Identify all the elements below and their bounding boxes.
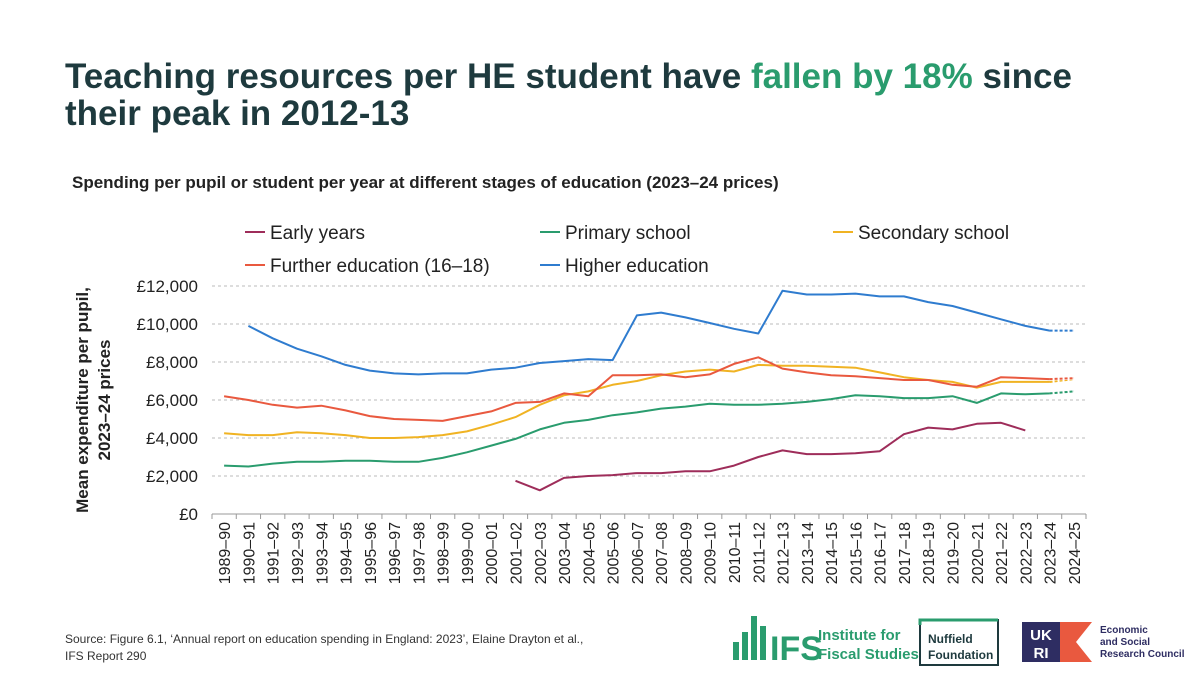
series-line	[223, 356, 1074, 422]
footer: Source: Figure 6.1, ‘Annual report on ed…	[65, 616, 1185, 668]
projection-line	[1049, 377, 1074, 381]
x-tick-label: 1998–99	[436, 522, 453, 584]
x-tick-label: 2012–13	[776, 522, 793, 584]
y-axis-title-line: 2023–24 prices	[95, 340, 114, 461]
logo-block	[1022, 622, 1060, 662]
x-tick-label: 2006–07	[630, 522, 647, 584]
ifs-mark: IFS	[770, 630, 823, 668]
x-tick-label: 2011–12	[751, 522, 768, 583]
x-tick-label: 1999–00	[460, 522, 477, 584]
x-tick-label: 2015–16	[848, 522, 865, 584]
legend-label: Further education (16–18)	[270, 256, 490, 277]
ifs-name: Institute for	[818, 627, 901, 644]
slide-title: their peak in 2012-13	[65, 94, 409, 133]
x-tick-label: 2021–22	[994, 522, 1011, 584]
legend-label: Early years	[270, 223, 365, 244]
slide-title: Teaching resources per HE student have f…	[65, 57, 1072, 96]
y-tick-label: £10,000	[137, 315, 198, 334]
x-tick-label: 2016–17	[873, 522, 890, 584]
x-tick-label: 2020–21	[970, 522, 987, 584]
x-tick-label: 2022–23	[1018, 522, 1035, 584]
title-text: since	[973, 57, 1072, 96]
y-tick-label: £6,000	[146, 391, 198, 410]
logo-bar	[760, 626, 766, 660]
ifs-name: Fiscal Studies	[818, 646, 919, 663]
logo-bar	[742, 632, 748, 660]
y-axis-title-line: Mean expenditure per pupil,	[73, 287, 92, 513]
x-tick-label: 2005–06	[606, 522, 623, 584]
x-tick-label: 2023–24	[1043, 522, 1060, 584]
ukri-logo: UK RI Economic and Social Research Counc…	[1022, 622, 1185, 662]
title-highlight: fallen by 18%	[751, 57, 973, 96]
title-text: Teaching resources per HE student have	[65, 57, 751, 96]
x-tick-label: 2014–15	[824, 522, 841, 584]
y-axis-title: Mean expenditure per pupil, 2023–24 pric…	[73, 287, 114, 513]
series-line	[224, 390, 1074, 468]
y-tick-label: £12,000	[137, 277, 198, 296]
x-tick-label: 2018–19	[921, 522, 938, 584]
y-tick-label: £2,000	[146, 467, 198, 486]
legend-label: Secondary school	[858, 223, 1009, 244]
x-tick-label: 2004–05	[581, 522, 598, 584]
x-tick-label: 2007–08	[654, 522, 671, 584]
x-tick-label: 1995–96	[363, 522, 380, 584]
nuffield-logo: Nuffield Foundation	[918, 618, 999, 666]
x-tick-label: 1989–90	[217, 522, 234, 584]
x-tick-label: 2000–01	[484, 522, 501, 584]
esrc-name: Economic	[1100, 625, 1148, 636]
esrc-name: Research Council	[1100, 649, 1185, 660]
y-tick-label: £8,000	[146, 353, 198, 372]
legend-label: Primary school	[565, 223, 691, 244]
plot: £0 £2,000 £4,000 £6,000 £8,000 £10,000 £12,000…	[137, 223, 1087, 584]
logo-bar	[751, 616, 757, 660]
series-line	[247, 289, 1074, 376]
x-tick-label: 1990–91	[241, 522, 258, 584]
logo-block	[1060, 622, 1092, 662]
logo-accent	[918, 618, 998, 625]
x-tick-label: 1991–92	[266, 522, 283, 584]
x-tick-label: 2013–14	[800, 522, 817, 584]
ifs-logo: IFS Institute for Fiscal Studies	[733, 616, 919, 668]
x-tick-label: 1996–97	[387, 522, 404, 584]
y-tick-label: £0	[179, 505, 198, 524]
x-tick-label: 1997–98	[411, 522, 428, 584]
series-line	[515, 421, 1026, 492]
x-tick-label: 2008–09	[678, 522, 695, 584]
ukri-mark: RI	[1034, 645, 1049, 662]
nuffield-name: Foundation	[928, 648, 993, 662]
x-tick-label: 2002–03	[533, 522, 550, 584]
source-text: Source: Figure 6.1, ‘Annual report on ed…	[65, 632, 583, 646]
x-tick-label: 2010–11	[727, 522, 744, 583]
esrc-name: and Social	[1100, 637, 1150, 648]
projection-line	[1049, 390, 1074, 395]
source-text: IFS Report 290	[65, 649, 147, 663]
legend-label: Higher education	[565, 256, 709, 277]
nuffield-name: Nuffield	[928, 632, 973, 646]
x-tick-label: 2003–04	[557, 522, 574, 584]
x-tick-label: 1994–95	[339, 522, 356, 584]
x-tick-label: 2024–25	[1067, 522, 1084, 584]
chart-title: Spending per pupil or student per year a…	[72, 173, 779, 192]
ukri-mark: UK	[1030, 627, 1052, 644]
x-tick-label: 1992–93	[290, 522, 307, 584]
x-tick-label: 2017–18	[897, 522, 914, 584]
logo-bar	[733, 642, 739, 660]
x-tick-label: 1993–94	[314, 522, 331, 584]
y-tick-label: £4,000	[146, 429, 198, 448]
x-tick-label: 2009–10	[703, 522, 720, 584]
x-tick-label: 2001–02	[508, 522, 525, 584]
x-tick-label: 2019–20	[945, 522, 962, 584]
